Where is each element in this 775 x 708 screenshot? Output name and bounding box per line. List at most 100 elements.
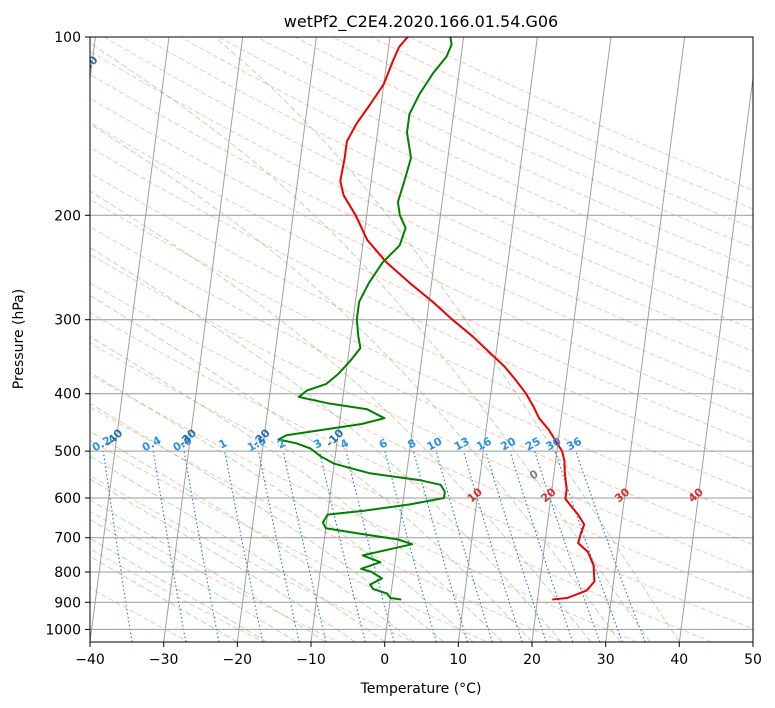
x-tick-label: 30 — [597, 652, 615, 668]
isotherm-line — [384, 37, 465, 642]
mixing-ratio-label: 1 — [217, 436, 230, 451]
mixing-ratio-label: 30 — [544, 435, 564, 454]
dry-adiabat-line — [90, 198, 753, 519]
moist-adiabat-line — [90, 455, 385, 642]
chart-title: wetPf2_C2E4.2020.166.01.54.G06 — [284, 12, 558, 32]
isotherm-line — [90, 37, 170, 642]
moist-adiabat-line — [90, 555, 238, 642]
isotherm-line — [605, 37, 686, 642]
mixing-ratio-line — [575, 450, 646, 642]
mixing-ratio-label: 36 — [564, 435, 584, 454]
moist-adiabat-line — [90, 402, 444, 642]
dry-adiabat-line — [90, 253, 753, 573]
moist-adiabat-line — [90, 246, 562, 642]
mixing-ratio-line — [282, 450, 327, 642]
mixing-ratio-line — [102, 451, 133, 642]
dry-adiabat-line — [90, 342, 714, 642]
mixing-ratio-label: 20 — [498, 435, 518, 454]
mixing-ratio-label: 25 — [523, 435, 543, 454]
y-tick-label: 900 — [54, 595, 81, 611]
mixing-ratio-label: 6 — [377, 436, 390, 451]
x-tick-label: −20 — [223, 652, 253, 668]
plot-frame — [89, 36, 754, 643]
x-tick-label: 10 — [449, 652, 467, 668]
dry-adiabat-line — [179, 37, 753, 309]
line-labels: 0.10.20.40.611.52346810131620253036-100-… — [6, 35, 706, 505]
dry-adiabat-line — [90, 172, 753, 494]
mixing-ratio-line — [534, 450, 601, 642]
moist-adiabat-line — [90, 123, 621, 642]
mixing-ratio-label: 8 — [405, 436, 418, 451]
mixing-ratio-line — [224, 450, 264, 642]
dry-adiabat-line — [90, 474, 415, 642]
x-tick-label: −40 — [75, 652, 105, 668]
moist-adiabat-line — [90, 190, 592, 642]
dry-adiabat-line — [217, 37, 753, 289]
isotherm-line — [531, 37, 612, 642]
moist-adiabat-line — [90, 537, 268, 642]
x-tick-label: 50 — [744, 652, 762, 668]
isotherm-line — [752, 637, 753, 642]
mixing-ratio-line — [318, 450, 366, 642]
x-tick-label: −30 — [149, 652, 179, 668]
mixing-ratio-line — [384, 450, 437, 642]
dry-adiabat-line — [90, 282, 753, 601]
x-tick-label: 40 — [670, 652, 688, 668]
dry-adiabat-line — [90, 587, 190, 642]
dry-adiabat-line — [90, 406, 564, 642]
moist-adiabat-line — [214, 37, 680, 642]
mixing-ratio-line — [412, 450, 469, 642]
mixing-ratio-label: 13 — [452, 435, 472, 454]
y-tick-label: 400 — [54, 387, 81, 403]
moist-adiabat-line — [90, 294, 533, 642]
dewpoint-line — [277, 37, 453, 601]
dry-adiabat-line — [90, 147, 753, 468]
mixing-ratio-label: 10 — [425, 435, 445, 454]
series-lines — [277, 37, 596, 601]
dry-adiabat-line — [90, 122, 753, 444]
dry-adiabat-line — [90, 548, 265, 642]
dry-adiabat-line — [90, 97, 753, 420]
y-tick-label: 700 — [54, 531, 81, 547]
dry-adiabat-line — [293, 37, 753, 249]
isotherm-label: -60 — [6, 35, 29, 58]
dry-adiabat-line — [370, 37, 753, 210]
dry-adiabat-line — [141, 37, 753, 331]
mixing-ratio-line — [435, 450, 493, 642]
mixing-ratio-line — [462, 450, 523, 642]
isotherm-line — [310, 37, 391, 642]
x-tick-label: −10 — [296, 652, 326, 668]
isotherm-label: -50 — [77, 53, 100, 76]
mixing-ratio-label: 16 — [474, 435, 494, 454]
moist-adiabat-line — [90, 42, 651, 642]
isotherm-line — [457, 37, 538, 642]
temperature-line — [339, 37, 596, 601]
moist-adiabat-line — [90, 478, 356, 642]
dry-adiabat-label: 10 — [465, 485, 485, 505]
dry-adiabat-line — [90, 226, 753, 546]
background-lines — [90, 37, 753, 642]
mixing-ratio-line — [257, 450, 300, 642]
dry-adiabat-line — [90, 373, 639, 642]
x-axis-label: Temperature (°C) — [360, 681, 482, 697]
y-axis: 100 200 300 400 500 600 700 800 900 1000 — [45, 30, 90, 638]
dry-adiabat-line — [408, 37, 753, 191]
grid-lines — [90, 37, 753, 642]
moist-adiabat-line — [90, 371, 474, 642]
dry-adiabat-line — [90, 50, 753, 374]
mixing-ratio-label: 3 — [311, 436, 324, 451]
dry-adiabat-line — [255, 37, 753, 268]
dry-adiabat-line — [90, 312, 753, 630]
y-tick-label: 100 — [54, 30, 81, 46]
x-tick-label: 20 — [523, 652, 541, 668]
moist-adiabat-line — [90, 519, 297, 642]
dry-adiabat-line — [90, 73, 753, 397]
x-tick-label: 0 — [380, 652, 389, 668]
isotherm-line — [236, 37, 317, 642]
x-axis: −40 −30 −20 −10 0 10 20 30 40 50 — [75, 642, 762, 668]
mixing-ratio-line — [345, 450, 395, 642]
mixing-ratio-line — [554, 450, 623, 642]
dry-adiabat-label: 40 — [686, 485, 706, 505]
dry-adiabat-label: 20 — [539, 485, 559, 505]
